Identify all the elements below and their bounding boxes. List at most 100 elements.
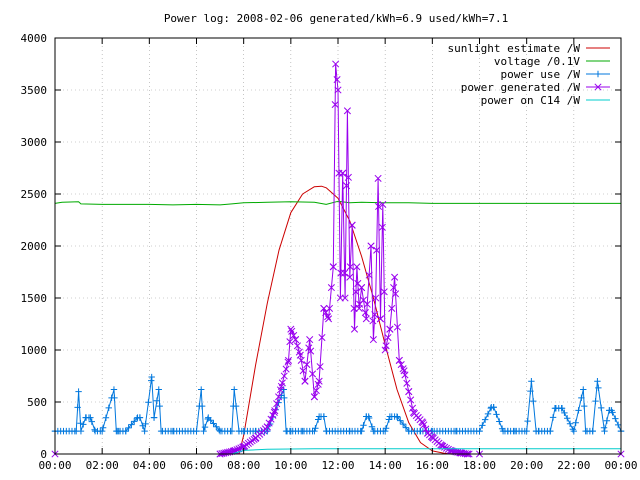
series-point — [122, 427, 129, 435]
legend-label: sunlight estimate /W — [448, 42, 581, 55]
series-point — [589, 427, 596, 435]
series-point — [318, 333, 326, 342]
series-point — [608, 407, 615, 414]
series-point — [365, 413, 372, 420]
series-point — [287, 427, 295, 435]
series-point — [296, 351, 304, 359]
series-point — [303, 361, 311, 369]
series-point — [493, 411, 500, 418]
series-point — [329, 263, 337, 271]
series-point — [102, 414, 110, 422]
series-point — [358, 427, 365, 435]
series-point — [200, 427, 207, 435]
series-point — [346, 263, 354, 271]
series-point — [198, 386, 205, 393]
series-point — [193, 427, 200, 435]
series-point — [484, 410, 492, 418]
series-point — [201, 423, 209, 431]
series-point — [265, 419, 273, 427]
series-point — [293, 342, 301, 350]
series-layer — [51, 60, 625, 458]
series-point — [428, 433, 436, 441]
series-point — [150, 414, 158, 421]
series-point — [301, 377, 309, 385]
series-point — [307, 347, 315, 355]
series-point — [614, 421, 622, 429]
series-point — [400, 367, 408, 375]
x-tick-label: 04:00 — [133, 459, 166, 472]
series-point — [270, 408, 278, 416]
series-point — [284, 356, 293, 364]
chart-title: Power log: 2008-02-06 generated/kWh=6.9 … — [164, 12, 508, 25]
series-point — [312, 387, 320, 395]
series-point — [350, 325, 359, 333]
series-point — [402, 424, 410, 431]
series-point — [284, 358, 292, 366]
series-4 — [51, 60, 625, 458]
series-point — [342, 182, 351, 190]
legend-label: voltage /0.1V — [494, 55, 580, 68]
series-point — [373, 246, 381, 254]
series-point — [331, 101, 339, 109]
series-point — [382, 342, 390, 350]
series-point — [324, 313, 332, 321]
series-point — [360, 422, 367, 429]
series-point — [348, 221, 356, 229]
grid-lines — [55, 38, 621, 454]
series-point — [286, 338, 294, 346]
series-point — [384, 333, 392, 342]
series-point — [280, 372, 288, 380]
x-tick-label: 00:00 — [604, 459, 637, 472]
series-point — [98, 427, 106, 435]
series-point — [271, 407, 279, 415]
series-point — [395, 356, 403, 364]
series-point — [215, 426, 223, 434]
series-point — [341, 294, 349, 302]
series-point — [408, 404, 417, 412]
series-point — [370, 427, 377, 435]
series-point — [325, 315, 333, 323]
series-point — [282, 365, 290, 373]
series-point — [376, 315, 385, 323]
series-point — [308, 370, 317, 378]
series-point — [393, 323, 401, 331]
x-tick-label: 00:00 — [38, 459, 71, 472]
series-point — [374, 174, 382, 182]
series-point — [578, 394, 585, 402]
legend-label: power use /W — [501, 68, 581, 81]
series-point — [327, 284, 335, 292]
series-point — [417, 427, 424, 435]
series-point — [344, 173, 352, 181]
series-point — [397, 361, 405, 369]
series-point — [582, 427, 589, 435]
series-point — [549, 414, 557, 421]
series-point — [228, 427, 236, 435]
series-point — [155, 386, 162, 393]
series-point — [523, 427, 530, 435]
series-point — [401, 371, 409, 379]
series-point — [403, 379, 411, 387]
series-point — [157, 427, 165, 435]
series-2 — [54, 200, 621, 206]
series-point — [457, 449, 465, 457]
series-point — [350, 304, 358, 312]
series-point — [213, 423, 220, 430]
legend-label: power generated /W — [461, 81, 581, 94]
series-point — [388, 304, 396, 312]
series-point — [530, 397, 537, 405]
series-point — [251, 434, 260, 442]
series-point — [339, 169, 347, 177]
series-point — [305, 344, 313, 352]
series-point — [111, 394, 118, 402]
y-tick-label: 2000 — [21, 240, 48, 253]
series-point — [601, 427, 608, 435]
series-point — [145, 399, 152, 406]
x-tick-label: 22:00 — [557, 459, 590, 472]
series-point — [369, 317, 377, 325]
series-point — [352, 288, 360, 296]
x-axis-ticks: 00:00 02:00 04:00 06:00 08:00 10:00 12:00 14:00… — [38, 38, 638, 472]
series-point — [142, 420, 149, 428]
series-point — [612, 415, 619, 422]
y-tick-label: 0 — [40, 448, 47, 461]
